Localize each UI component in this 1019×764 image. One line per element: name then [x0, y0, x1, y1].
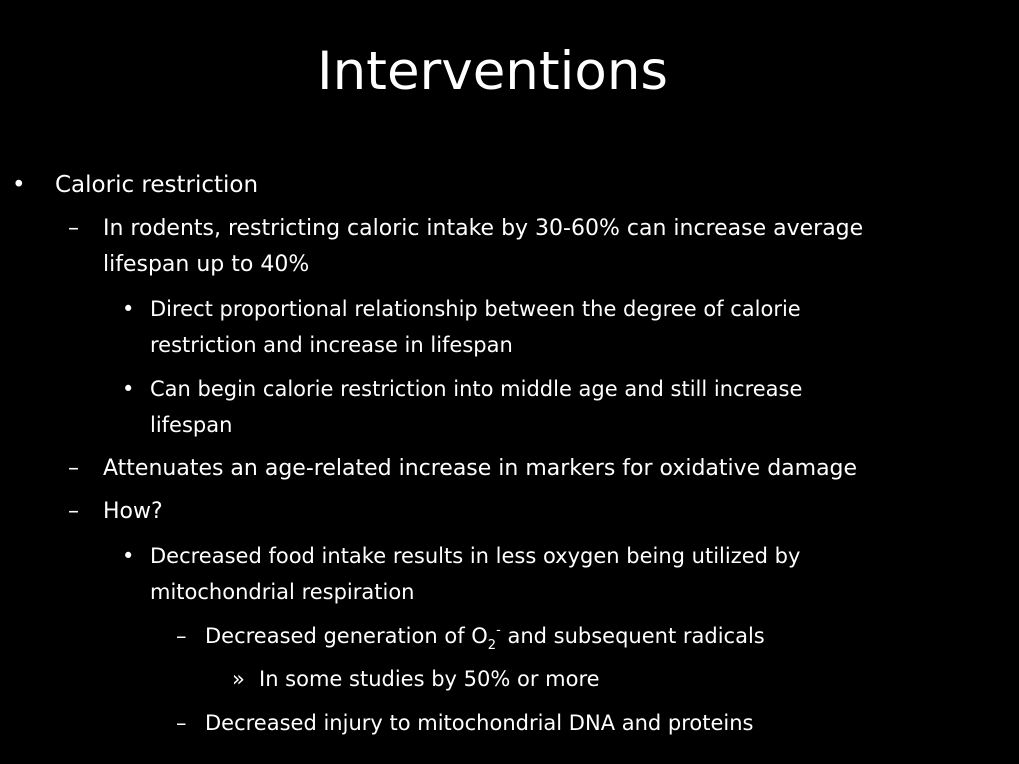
chevron-marker: »	[232, 667, 245, 691]
level4-text: Decreased generation of O2- and subseque…	[205, 618, 765, 654]
bullet-caloric-restriction: • Caloric restriction	[0, 167, 1019, 203]
level4-decreased-generation: – Decreased generation of O2- and subseq…	[0, 618, 1019, 654]
subsubbullet-direct-relationship: • Direct proportional relationship betwe…	[0, 291, 1019, 363]
level4-text-prefix: Decreased generation of O	[205, 624, 488, 648]
oxygen-subscript: 2	[487, 638, 497, 653]
bullet-marker: •	[122, 297, 135, 321]
oxygen-superscript: -	[496, 623, 501, 638]
bullet-marker: •	[122, 544, 135, 568]
bullet-text: Caloric restriction	[55, 172, 259, 198]
subsubbullet-text-line-2: mitochondrial respiration	[150, 580, 415, 604]
subbullet-text-line-2: lifespan up to 40%	[103, 252, 310, 277]
subsubbullet-text-line-1: Direct proportional relationship between…	[150, 297, 801, 321]
dash-marker: –	[68, 216, 79, 241]
subbullet-rodents: – In rodents, restricting caloric intake…	[0, 211, 1019, 283]
bullet-marker: •	[12, 172, 26, 198]
slide-title: Interventions	[316, 41, 669, 102]
level4-text: Decreased injury to mitochondrial DNA an…	[205, 711, 754, 735]
subbullet-attenuates: – Attenuates an age-related increase in …	[0, 451, 1019, 487]
subsubbullet-middle-age: • Can begin calorie restriction into mid…	[0, 371, 1019, 443]
subsubbullet-decreased-food-intake: • Decreased food intake results in less …	[0, 538, 1019, 610]
dash-marker: –	[68, 499, 79, 524]
level5-text: In some studies by 50% or more	[259, 667, 600, 691]
subsubbullet-text-line-2: lifespan	[150, 413, 233, 437]
subbullet-text-line-1: In rodents, restricting caloric intake b…	[103, 216, 864, 241]
subbullet-how: – How?	[0, 494, 1019, 530]
subsubbullet-text-line-2: restriction and increase in lifespan	[150, 333, 513, 357]
dash-marker: –	[176, 711, 187, 735]
dash-marker: –	[68, 456, 79, 481]
level4-decreased-injury: – Decreased injury to mitochondrial DNA …	[0, 705, 1019, 741]
dash-marker: –	[176, 624, 187, 648]
subsubbullet-text-line-1: Decreased food intake results in less ox…	[150, 544, 801, 568]
subbullet-text: How?	[103, 499, 163, 524]
bullet-marker: •	[122, 377, 135, 401]
subbullet-text: Attenuates an age-related increase in ma…	[103, 456, 858, 481]
level5-some-studies: » In some studies by 50% or more	[0, 661, 1019, 697]
level4-text-suffix: and subsequent radicals	[500, 624, 765, 648]
subsubbullet-text-line-1: Can begin calorie restriction into middl…	[150, 377, 803, 401]
